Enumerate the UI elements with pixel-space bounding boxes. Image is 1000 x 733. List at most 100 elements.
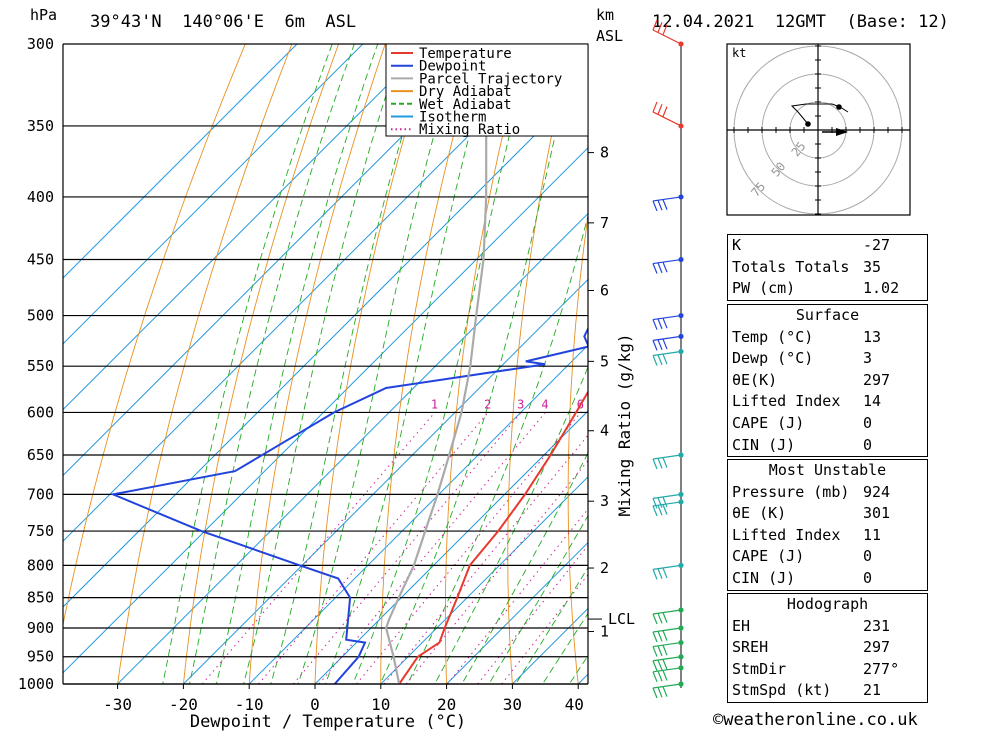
isotherm-line	[248, 344, 588, 684]
hodograph-row: EH 231	[728, 616, 927, 638]
most-unstable-row: CAPE (J) 0	[728, 546, 927, 568]
dry-adiabat-line	[992, 7, 1000, 710]
hodograph-row: StmSpd (kt) 21	[728, 680, 927, 702]
surface-value: 0	[863, 413, 873, 432]
height-tick-label: 2	[600, 559, 609, 577]
location-title: 39°43'N 140°06'E 6m ASL	[90, 12, 357, 32]
x-tick-label: -10	[235, 695, 264, 714]
pressure-tick-label: 850	[27, 589, 54, 607]
pressure-tick-label: 700	[27, 485, 54, 503]
legend-box	[385, 43, 589, 137]
x-tick-label: 40	[565, 695, 584, 714]
surface-label: Lifted Index	[732, 392, 841, 411]
credit-text: ©weatheronline.co.uk	[713, 710, 918, 730]
most-unstable-value: 924	[863, 482, 891, 501]
surface-label: Dewp (°C)	[732, 349, 814, 368]
wet-adiabat-line	[488, 514, 588, 684]
surface-row: θE(K) 297	[728, 370, 927, 392]
mixing-ratio-label: 20	[691, 397, 705, 411]
isotherm-line	[314, 410, 588, 684]
isotherm-line	[116, 212, 588, 684]
surface-label: Temp (°C)	[732, 327, 814, 346]
mixing-ratio-label: 15	[662, 397, 676, 411]
wind-barb	[652, 335, 682, 351]
pressure-unit-label: hPa	[30, 6, 58, 24]
hodograph-unit-label: kt	[732, 46, 746, 60]
index-value: -27	[863, 236, 891, 254]
height-unit-asl: ASL	[596, 27, 624, 45]
x-tick-label: -20	[169, 695, 198, 714]
x-tick-label: -30	[103, 695, 132, 714]
index-value: 35	[863, 257, 882, 276]
isotherm-line	[63, 147, 588, 674]
isotherm-line	[63, 44, 430, 411]
index-label: PW (cm)	[732, 279, 796, 298]
wind-barb	[652, 314, 682, 330]
pressure-tick-label: 800	[27, 556, 54, 574]
dry-adiabat-line	[248, 44, 386, 684]
most-unstable-value: 301	[863, 504, 891, 523]
most-unstable-row: θE (K) 301	[728, 503, 927, 525]
wet-adiabat-line	[189, 44, 355, 684]
x-tick-label: 30	[503, 695, 522, 714]
storm-motion-arrow	[836, 128, 848, 136]
mixing-ratio-line	[318, 412, 546, 684]
index-value: 1.02	[863, 279, 900, 298]
legend-entry: Mixing Ratio	[419, 122, 520, 138]
wet-adiabat-line	[542, 612, 588, 684]
isotherm-line	[63, 44, 298, 279]
mixing-ratio-line	[501, 573, 588, 684]
wind-barb	[652, 627, 682, 643]
hodograph-row: StmDir 277°	[728, 659, 927, 681]
height-tick-label: 4	[600, 422, 609, 440]
wet-adiabat-line	[215, 44, 379, 684]
most-unstable-label: CAPE (J)	[732, 547, 805, 566]
pressure-tick-label: 300	[27, 35, 54, 53]
height-tick-label: 8	[600, 144, 609, 162]
height-tick-label: 6	[600, 282, 609, 300]
mixing-ratio-label: 1	[431, 397, 438, 411]
surface-row: CIN (J) 0	[728, 435, 927, 457]
dry-adiabat-line	[507, 44, 573, 684]
pressure-tick-label: 900	[27, 619, 54, 637]
surface-label: CAPE (J)	[732, 413, 805, 432]
dry-adiabat-line	[567, 212, 588, 684]
index-row: PW (cm) 1.02	[728, 278, 927, 300]
surface-value: 0	[863, 435, 873, 454]
wind-barb	[652, 667, 682, 683]
hodograph-value: 231	[863, 616, 891, 635]
wet-adiabat-line	[352, 44, 534, 684]
wind-barb	[652, 493, 682, 509]
most-unstable-table: Most Unstable Pressure (mb) 924 θE (K) 301 Li…	[727, 459, 928, 591]
wet-adiabat-line	[434, 365, 588, 684]
wind-barb	[652, 683, 682, 699]
most-unstable-label: CIN (J)	[732, 568, 796, 587]
surface-label: θE(K)	[732, 370, 778, 389]
mixing-ratio-label: 4	[541, 397, 548, 411]
most-unstable-value: 0	[863, 547, 873, 566]
most-unstable-label: θE (K)	[732, 504, 787, 523]
wind-barb	[652, 454, 682, 470]
index-label: K	[732, 236, 742, 254]
wind-barb	[652, 258, 682, 274]
most-unstable-value: 0	[863, 568, 873, 587]
most-unstable-row: Pressure (mb) 924	[728, 482, 927, 504]
pressure-tick-label: 950	[27, 648, 54, 666]
pressure-tick-label: 450	[27, 251, 54, 269]
pressure-tick-label: 550	[27, 357, 54, 375]
lcl-label: LCL	[608, 610, 635, 628]
surface-value: 3	[863, 349, 873, 368]
parcel-trajectory-curve	[384, 44, 488, 684]
mixing-ratio-axis-title: Mixing Ratio (g/kg)	[615, 333, 634, 516]
hodograph-title: Hodograph	[786, 595, 869, 613]
dewpoint-curve	[109, 326, 588, 684]
height-tick-label: 5	[600, 352, 609, 370]
index-row: K -27	[728, 235, 927, 257]
mixing-ratio-label: 2	[484, 397, 491, 411]
wet-adiabat-line	[297, 44, 461, 684]
legend-entry: Isotherm	[419, 110, 486, 126]
height-unit-label: km	[596, 6, 615, 24]
pressure-tick-label: 600	[27, 403, 54, 421]
x-tick-label: 0	[310, 695, 320, 714]
